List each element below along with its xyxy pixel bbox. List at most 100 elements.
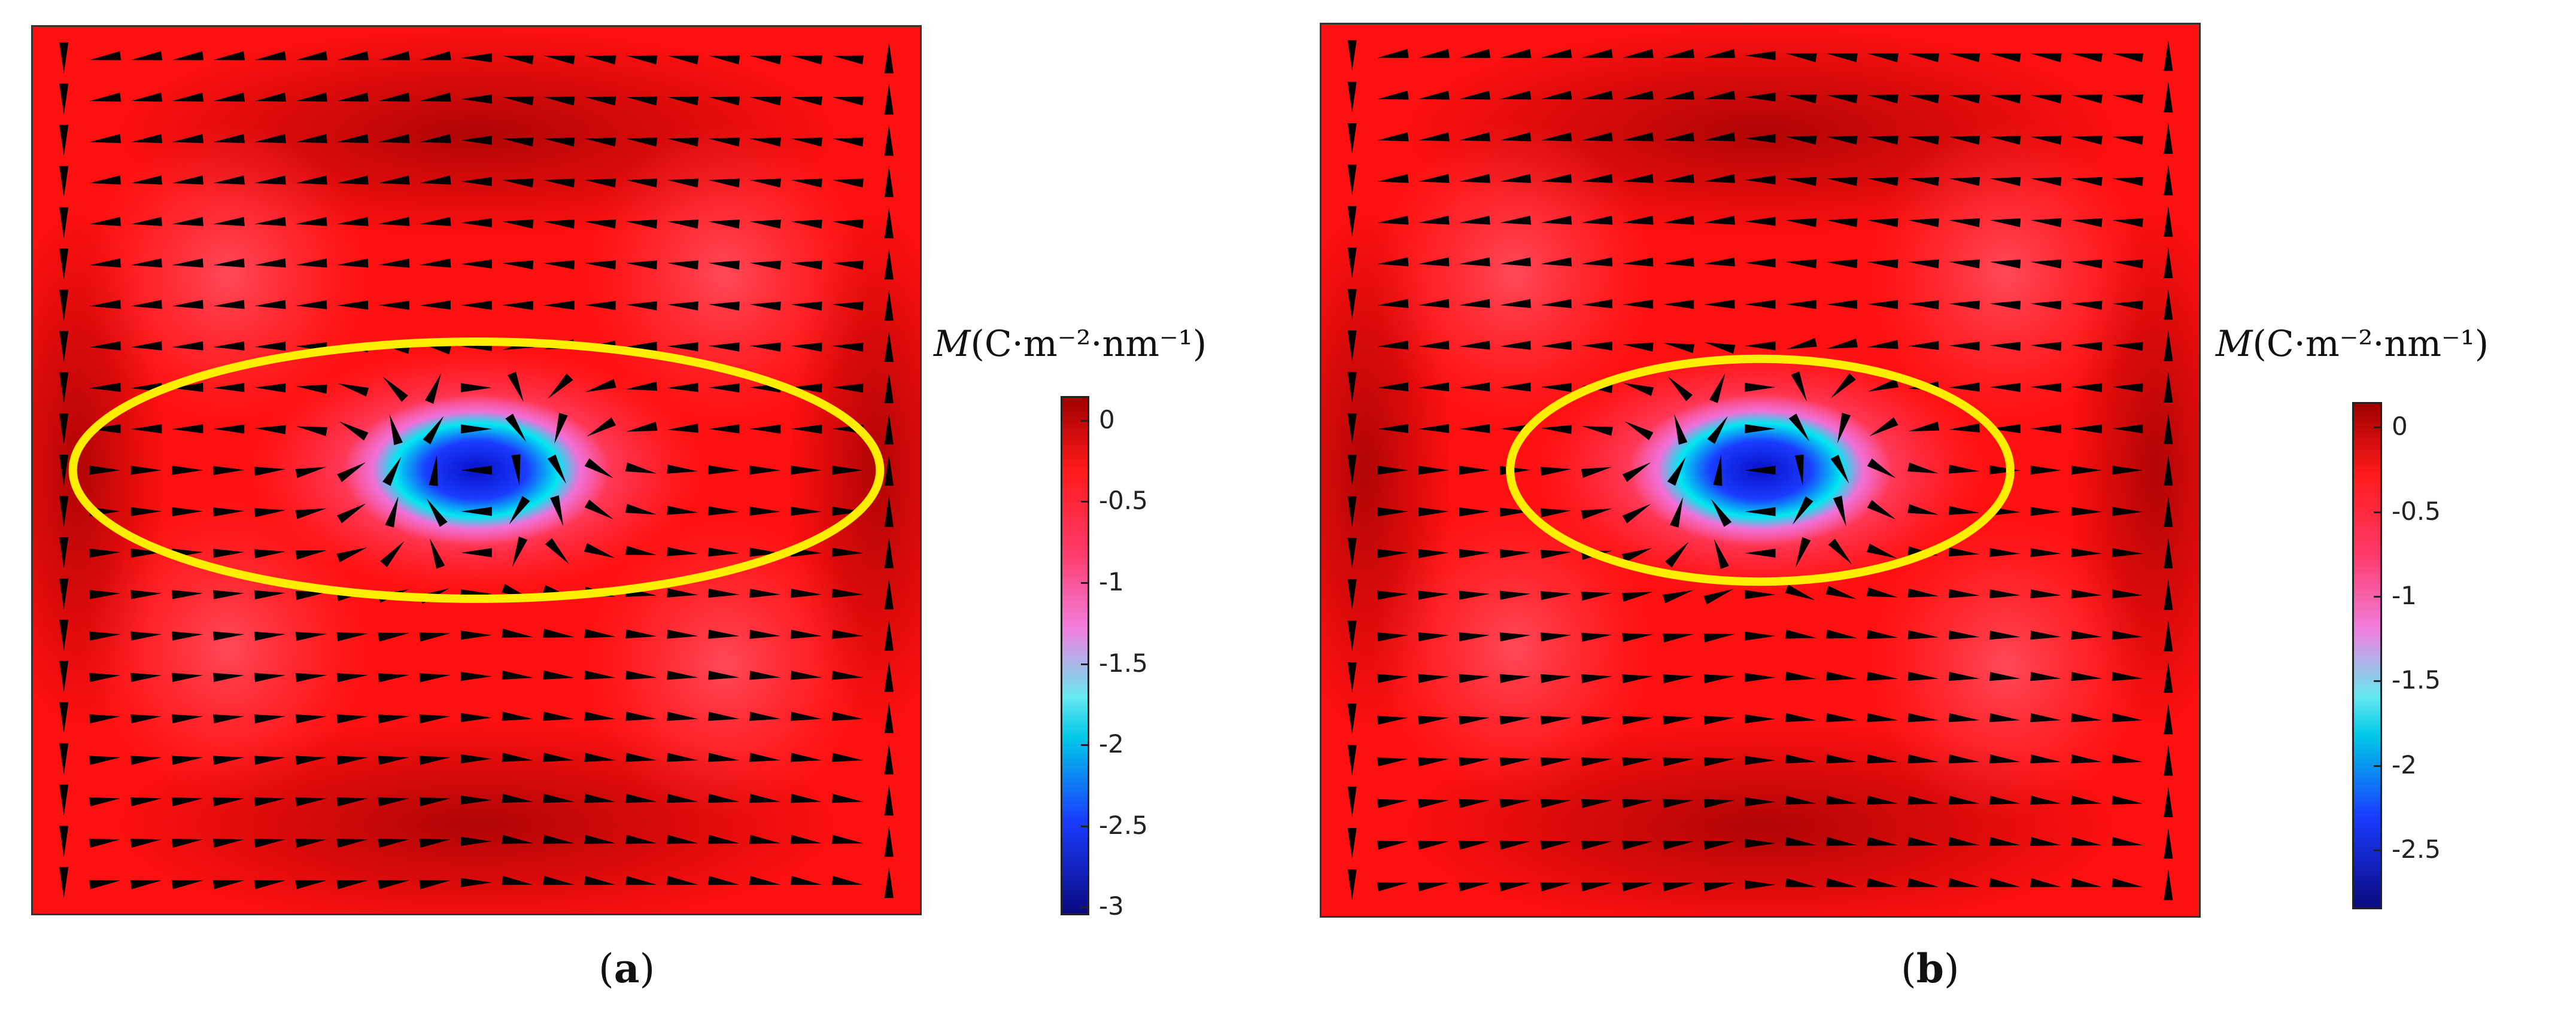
- field-arrow: [1347, 828, 1357, 859]
- field-arrow: [1418, 215, 1450, 225]
- field-arrow: [2112, 465, 2143, 475]
- field-arrow: [1948, 589, 1980, 598]
- field-arrow: [2030, 465, 2061, 475]
- field-arrow: [172, 92, 204, 102]
- field-arrow: [1459, 841, 1490, 850]
- field-arrow: [1418, 173, 1450, 183]
- field-arrow: [1785, 671, 1816, 681]
- field-arrow: [1826, 259, 1858, 269]
- field-arrow: [1867, 671, 1898, 681]
- field-arrow: [749, 671, 781, 680]
- field-arrow: [254, 839, 285, 848]
- field-arrow: [708, 588, 740, 598]
- field-arrow: [1989, 589, 2021, 599]
- field-arrow: [749, 465, 781, 475]
- field-arrow: [89, 258, 121, 268]
- field-arrow: [1623, 49, 1654, 58]
- field-arrow: [1908, 259, 1939, 269]
- field-arrow: [625, 794, 657, 803]
- field-arrow: [1622, 715, 1653, 725]
- field-arrow: [1663, 215, 1694, 225]
- field-arrow: [584, 753, 616, 762]
- field-arrow: [1459, 632, 1490, 642]
- field-arrow: [2071, 95, 2103, 103]
- field-arrow: [1745, 839, 1776, 848]
- vector-field-plot-a: [31, 25, 922, 915]
- field-arrow: [884, 413, 894, 444]
- field-arrow: [1377, 90, 1409, 100]
- field-arrow: [1378, 49, 1409, 58]
- field-arrow: [2164, 745, 2173, 776]
- field-arrow: [1745, 51, 1776, 60]
- field-arrow: [543, 178, 575, 188]
- field-arrow: [1785, 878, 1816, 887]
- field-arrow: [1745, 92, 1776, 102]
- field-arrow: [2164, 413, 2173, 444]
- field-arrow: [1785, 584, 1815, 601]
- field-arrow: [543, 219, 575, 229]
- field-arrow: [89, 217, 121, 226]
- field-arrow: [1703, 674, 1735, 684]
- field-arrow: [1377, 382, 1409, 392]
- field-arrow: [1621, 592, 1653, 602]
- field-arrow: [130, 631, 162, 641]
- field-arrow: [667, 588, 698, 598]
- field-arrow: [1949, 176, 1980, 186]
- field-arrow: [213, 341, 245, 351]
- field-arrow: [791, 96, 823, 106]
- field-arrow: [461, 712, 492, 723]
- field-arrow: [1581, 841, 1612, 850]
- field-arrow: [1347, 372, 1357, 403]
- field-arrow: [1745, 465, 1776, 475]
- field-arrow: [884, 124, 894, 156]
- field-arrow: [172, 424, 203, 434]
- field-arrow: [461, 672, 492, 681]
- field-arrow: [172, 300, 203, 309]
- field-arrow: [2030, 176, 2062, 186]
- field-arrow: [1500, 549, 1531, 559]
- field-arrow: [1581, 882, 1612, 891]
- field-arrow: [172, 258, 203, 268]
- field-arrow: [380, 541, 405, 568]
- field-arrow: [1989, 300, 2021, 310]
- field-arrow: [461, 465, 492, 475]
- field-arrow: [1541, 257, 1572, 267]
- field-arrow: [1791, 371, 1807, 402]
- field-arrow: [667, 794, 698, 803]
- field-arrow: [1581, 799, 1612, 808]
- field-arrow: [1663, 257, 1694, 267]
- field-arrow: [1704, 299, 1735, 309]
- field-arrow: [1377, 882, 1408, 891]
- field-arrow: [1949, 218, 1980, 227]
- field-arrow: [59, 83, 69, 115]
- field-arrow: [1459, 757, 1490, 767]
- field-arrow: [89, 880, 121, 890]
- field-arrow: [420, 51, 451, 60]
- colorbar-tick-mark: [1081, 501, 1089, 503]
- field-arrow: [625, 876, 657, 885]
- field-arrow: [2164, 330, 2173, 361]
- field-arrow: [1785, 796, 1816, 805]
- field-arrow: [461, 300, 492, 310]
- field-arrow: [1830, 454, 1849, 484]
- field-arrow: [585, 178, 616, 188]
- field-arrow: [461, 836, 492, 846]
- field-arrow: [1418, 257, 1450, 267]
- field-arrow: [171, 880, 203, 890]
- field-arrow: [708, 753, 740, 762]
- field-arrow: [1794, 454, 1804, 486]
- field-arrow: [296, 51, 327, 60]
- field-arrow: [213, 217, 245, 226]
- field-arrow: [625, 546, 657, 555]
- field-arrow: [502, 794, 533, 803]
- field-arrow: [1663, 799, 1694, 808]
- field-arrow: [708, 383, 740, 393]
- field-arrow: [1622, 799, 1653, 808]
- field-arrow: [2071, 53, 2103, 62]
- field-arrow: [625, 178, 658, 188]
- field-arrow: [1581, 257, 1613, 267]
- field-arrow: [502, 219, 534, 229]
- field-arrow: [1745, 424, 1776, 434]
- field-arrow: [1541, 632, 1572, 642]
- field-arrow: [2112, 300, 2143, 310]
